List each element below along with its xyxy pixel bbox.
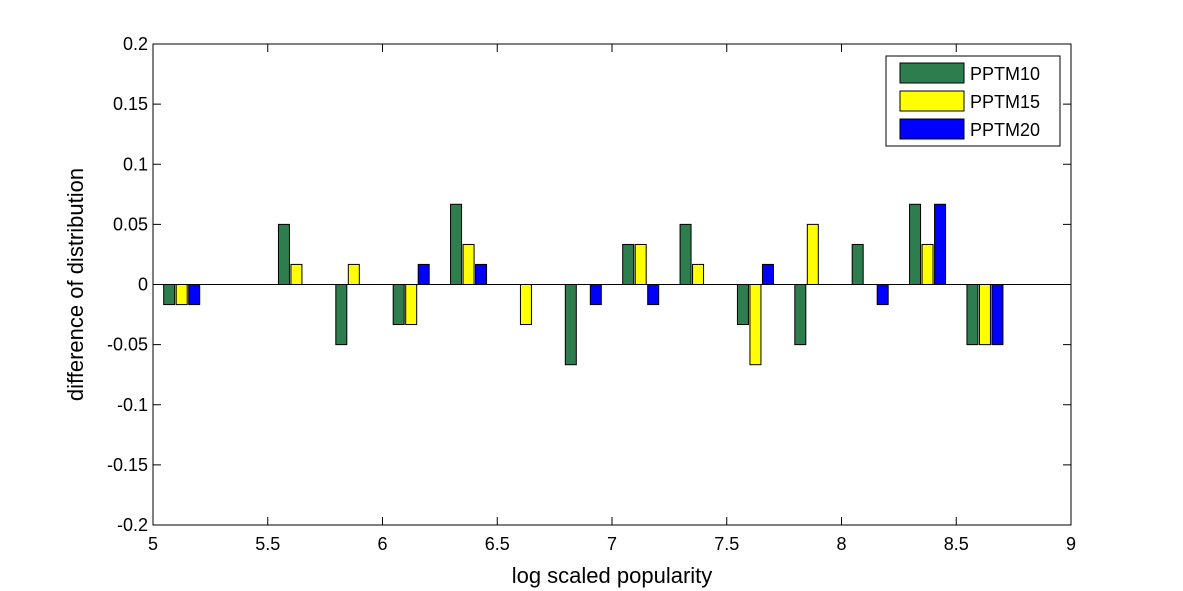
- x-tick-label: 7.5: [714, 534, 739, 554]
- y-tick-label: -0.15: [107, 455, 148, 475]
- bar-pptm15-0: [175, 284, 188, 306]
- x-axis-ticks: 5 5.5 6 6.5 7 7.5 8 8.5 9: [148, 44, 1076, 554]
- x-tick-label: 6: [377, 534, 387, 554]
- legend: PPTM10 PPTM15 PPTM20: [885, 55, 1061, 147]
- bar-pptm15-5: [462, 243, 475, 286]
- y-tick-label: 0.05: [113, 214, 148, 234]
- x-tick-label: 5.5: [255, 534, 280, 554]
- bar-pptm10-0: [163, 284, 176, 306]
- bar-pptm10-12: [851, 243, 864, 286]
- bar-pptm15-3: [347, 263, 360, 286]
- x-tick-label: 9: [1066, 534, 1076, 554]
- x-tick-label: 8: [836, 534, 846, 554]
- y-tick-label: -0.2: [117, 515, 148, 535]
- bar-pptm15-14: [978, 284, 991, 346]
- bar-pptm20-0: [188, 284, 201, 306]
- y-tick-label: -0.05: [107, 335, 148, 355]
- y-tick-label: 0.1: [123, 154, 148, 174]
- bar-pptm10-14: [966, 284, 979, 346]
- bar-pptm20-4: [417, 263, 430, 286]
- bar-pptm15-8: [634, 243, 647, 286]
- bar-pptm20-7: [589, 284, 602, 306]
- bar-pptm10-11: [794, 284, 807, 346]
- bar-pptm10-13: [909, 203, 922, 285]
- bar-pptm20-5: [475, 263, 488, 286]
- legend-swatch-pptm20: [899, 118, 965, 140]
- bar-pptm10-10: [736, 284, 749, 326]
- x-tick-label: 6.5: [485, 534, 510, 554]
- bar-pptm20-12: [876, 284, 889, 306]
- y-tick-label: 0: [138, 275, 148, 295]
- bar-pptm10-4: [392, 284, 405, 326]
- legend-label-pptm10: PPTM10: [970, 64, 1040, 84]
- bar-pptm10-8: [622, 243, 635, 286]
- bar-pptm15-4: [405, 284, 418, 326]
- bar-pptm15-2: [290, 263, 303, 286]
- bar-pptm10-5: [450, 203, 463, 285]
- legend-label-pptm15: PPTM15: [970, 92, 1040, 112]
- bar-pptm10-3: [335, 284, 348, 346]
- bar-pptm20-14: [991, 284, 1004, 346]
- bar-pptm15-6: [519, 284, 532, 326]
- bar-pptm15-11: [806, 223, 819, 286]
- bar-pptm20-10: [761, 263, 774, 286]
- bar-pptm15-9: [692, 263, 705, 286]
- y-tick-label: -0.1: [117, 395, 148, 415]
- bar-pptm15-10: [749, 284, 762, 366]
- y-axis-ticks: 0.2 0.15 0.1 0.05 0 -0.05 -0.1 -0.15 -0.2: [107, 34, 1071, 535]
- bar-pptm10-7: [564, 284, 577, 366]
- x-tick-label: 7: [607, 534, 617, 554]
- x-axis-label: log scaled popularity: [512, 563, 713, 588]
- x-tick-label: 5: [148, 534, 158, 554]
- y-tick-label: 0.2: [123, 34, 148, 54]
- bar-pptm10-9: [679, 223, 692, 286]
- bar-pptm20-13: [934, 203, 947, 285]
- bar-pptm20-8: [647, 284, 660, 306]
- legend-swatch-pptm10: [899, 62, 965, 84]
- y-tick-label: 0.15: [113, 94, 148, 114]
- legend-label-pptm20: PPTM20: [970, 120, 1040, 140]
- legend-swatch-pptm15: [899, 90, 965, 112]
- bar-pptm10-2: [277, 223, 290, 286]
- y-axis-label: difference of distribution: [63, 168, 88, 401]
- x-tick-label: 8.5: [944, 534, 969, 554]
- bar-pptm15-13: [921, 243, 934, 286]
